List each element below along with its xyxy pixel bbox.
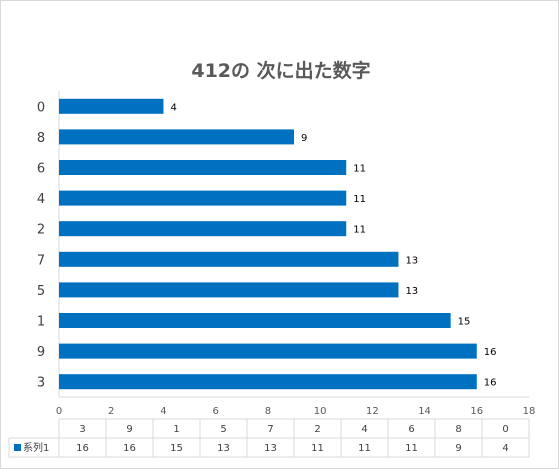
x-tick-label: 8 xyxy=(265,406,271,417)
table-value-cell: 16 xyxy=(123,443,136,454)
category-label: 1 xyxy=(37,315,45,330)
x-tick-label: 12 xyxy=(366,406,379,417)
bar-data-label: 15 xyxy=(458,317,471,328)
bar-data-label: 4 xyxy=(170,102,176,113)
category-label: 7 xyxy=(37,253,45,268)
bar xyxy=(59,98,164,114)
table-value-cell: 11 xyxy=(358,443,371,454)
x-tick-label: 16 xyxy=(470,406,483,417)
table-value-cell: 13 xyxy=(264,443,277,454)
table-value-cell: 11 xyxy=(311,443,324,454)
table-value-cell: 15 xyxy=(170,443,183,454)
table-header-cell: 4 xyxy=(361,424,367,435)
x-tick-label: 18 xyxy=(523,406,536,417)
table-value-cell: 13 xyxy=(217,443,230,454)
table-header-cell: 5 xyxy=(220,424,226,435)
bar xyxy=(59,221,347,237)
bar xyxy=(59,251,399,267)
category-label: 2 xyxy=(37,223,45,238)
table-header-cell: 7 xyxy=(267,424,273,435)
bar xyxy=(59,282,399,298)
bar-data-label: 13 xyxy=(405,286,418,297)
bar xyxy=(59,343,477,359)
table-value-cell: 9 xyxy=(455,443,461,454)
table-header-cell: 9 xyxy=(126,424,132,435)
bar xyxy=(59,374,477,390)
bar-data-label: 9 xyxy=(301,133,307,144)
x-tick-label: 6 xyxy=(212,406,218,417)
table-header-cell: 2 xyxy=(314,424,320,435)
bar-data-label: 11 xyxy=(353,164,366,175)
bar xyxy=(59,190,347,206)
table-header-cell: 8 xyxy=(455,424,461,435)
x-tick-label: 10 xyxy=(314,406,327,417)
category-label: 3 xyxy=(37,376,45,391)
x-tick-label: 2 xyxy=(108,406,114,417)
bar-data-label: 13 xyxy=(405,255,418,266)
category-label: 4 xyxy=(37,192,45,207)
table-value-cell: 16 xyxy=(76,443,89,454)
bar-data-label: 11 xyxy=(353,194,366,205)
category-label: 8 xyxy=(37,131,45,146)
x-tick-label: 14 xyxy=(418,406,431,417)
bar xyxy=(59,129,294,145)
x-tick-label: 4 xyxy=(160,406,166,417)
x-tick-label: 0 xyxy=(56,406,62,417)
category-label: 5 xyxy=(37,284,45,299)
table-value-cell: 11 xyxy=(405,443,418,454)
category-label: 9 xyxy=(37,345,45,360)
table-header-cell: 1 xyxy=(173,424,179,435)
category-label: 0 xyxy=(37,100,45,115)
legend-label: 系列1 xyxy=(23,441,49,454)
table-header-cell: 0 xyxy=(502,424,508,435)
bar-data-label: 11 xyxy=(353,225,366,236)
plot-area: 0 4 8 9 6 11 4 11 2 11 7 13 5 13 1 15 9 16 3 16 0 2 4 6 8 10 12 14 1… xyxy=(37,91,536,417)
table-value-cell: 4 xyxy=(502,443,508,454)
bar xyxy=(59,313,451,328)
bar xyxy=(59,160,347,175)
category-label: 6 xyxy=(37,162,45,177)
legend-key xyxy=(14,444,21,451)
bar-data-label: 16 xyxy=(484,347,497,358)
table-header-cell: 6 xyxy=(408,424,414,435)
table-header-cell: 3 xyxy=(79,424,85,435)
bar-data-label: 16 xyxy=(484,378,497,389)
chart-title: 412の 次に出た数字 xyxy=(191,59,370,82)
